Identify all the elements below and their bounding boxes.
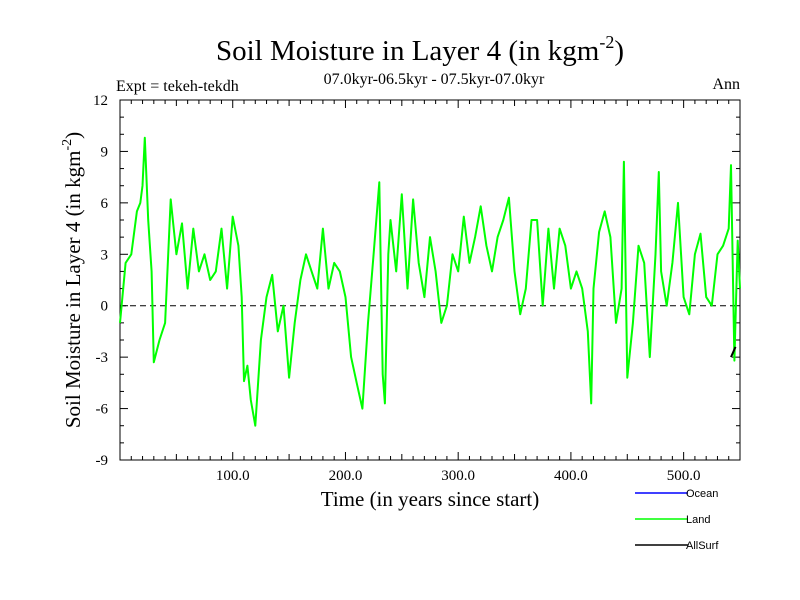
data-series — [119, 136, 741, 427]
y-tick-label: 9 — [101, 144, 109, 160]
legend-label-land: Land — [686, 514, 710, 526]
subtitle-expt: Expt = tekeh-tekdh — [116, 78, 239, 95]
y-tick-label: 3 — [101, 247, 109, 263]
axis-ticks: -9 -6 -3 0 3 6 9 12 100.0 200.0 300.0 400.0 500.0 — [93, 93, 740, 484]
subtitle-season: Ann — [712, 76, 740, 93]
x-tick-label: 500.0 — [667, 468, 701, 484]
y-tick-label: -3 — [96, 350, 109, 366]
x-tick-label: 400.0 — [554, 468, 588, 484]
chart-title: Soil Moisture in Layer 4 (in kgm-2) — [216, 32, 624, 67]
legend: Ocean Land AllSurf — [635, 488, 719, 552]
series-line-allsurf — [730, 346, 737, 358]
y-tick-label: 12 — [93, 93, 108, 109]
x-tick-label: 100.0 — [216, 468, 250, 484]
x-axis-label: Time (in years since start) — [321, 487, 540, 511]
y-tick-label: -9 — [96, 453, 109, 469]
subtitle-periods: 07.0kyr-06.5kyr - 07.5kyr-07.0kyr — [324, 71, 545, 88]
x-tick-label: 200.0 — [329, 468, 363, 484]
legend-label-ocean: Ocean — [686, 488, 718, 500]
y-tick-label: 6 — [101, 196, 109, 212]
plot-frame — [119, 99, 741, 461]
y-axis-label: Soil Moisture in Layer 4 (in kgm-2) — [60, 132, 85, 428]
y-tick-label: 0 — [101, 299, 109, 315]
series-line-land — [119, 136, 741, 427]
legend-label-allsurf: AllSurf — [686, 540, 719, 552]
y-tick-label: -6 — [96, 402, 109, 418]
x-tick-label: 300.0 — [441, 468, 475, 484]
